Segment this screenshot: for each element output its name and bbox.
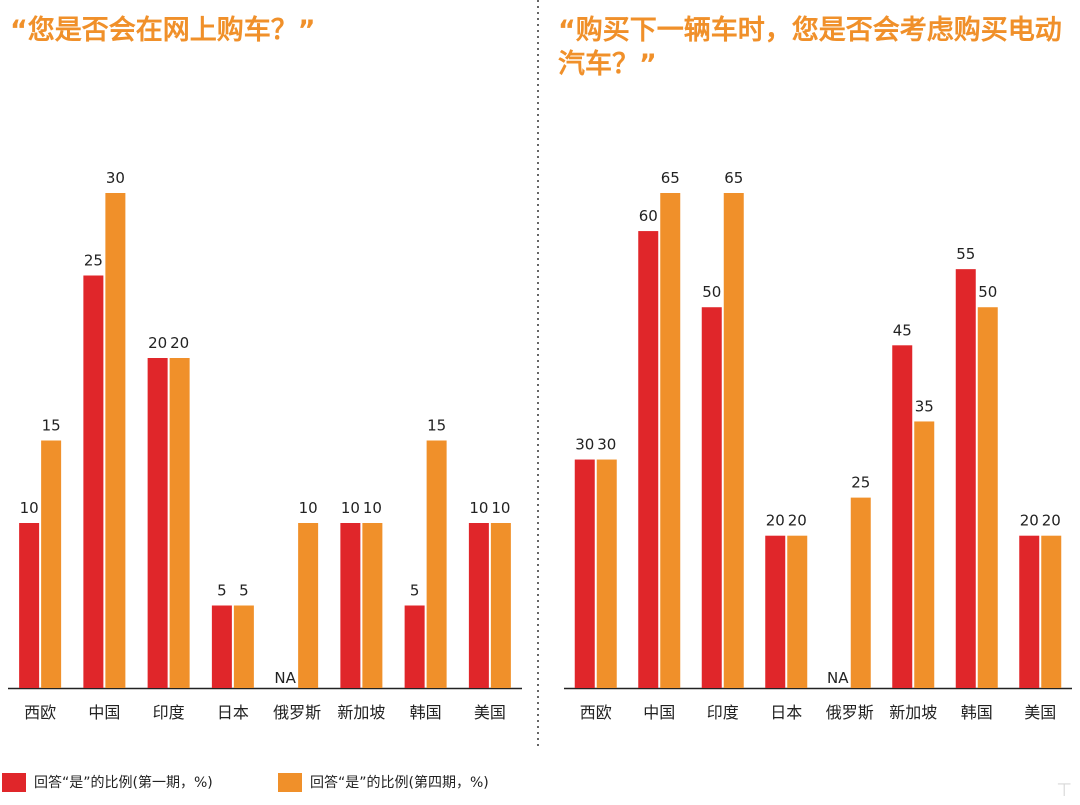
right-bar-series1 — [574, 459, 595, 688]
right-category-label: 印度 — [707, 703, 739, 722]
right-bar-series1 — [892, 345, 913, 688]
right-bar-series1 — [765, 535, 786, 688]
left-bar-series1 — [147, 358, 168, 688]
left-data-label: 20 — [148, 334, 167, 352]
right-data-label: 50 — [702, 283, 721, 301]
right-bar-series2 — [787, 535, 808, 688]
left-bar-series1 — [340, 523, 361, 688]
right-data-label: 20 — [788, 512, 807, 530]
right-bar-series2 — [596, 459, 617, 688]
left-bar-series2 — [169, 358, 190, 688]
left-bar-series1 — [19, 523, 40, 688]
left-data-label: 15 — [42, 417, 61, 435]
right-data-label: 20 — [1042, 512, 1061, 530]
watermark-icon: ⊤ — [1056, 780, 1072, 801]
right-bar-series2 — [1041, 535, 1062, 688]
right-category-label: 韩国 — [961, 703, 993, 722]
legend: 回答“是”的比例(第一期，%) 回答“是”的比例(第四期，%) — [0, 772, 1080, 800]
left-data-label: 10 — [299, 499, 318, 517]
left-bar-series2 — [298, 523, 319, 688]
left-category-label: 俄罗斯 — [273, 703, 321, 722]
left-bar-series2 — [105, 193, 126, 688]
right-data-label: 20 — [1020, 512, 1039, 530]
right-data-label: 25 — [851, 474, 870, 492]
left-data-label: 5 — [217, 582, 227, 600]
right-bar-series1 — [955, 269, 976, 688]
right-data-label: 35 — [915, 397, 934, 415]
left-data-label: 20 — [170, 334, 189, 352]
right-bar-series1 — [638, 231, 659, 689]
right-data-label: 45 — [893, 321, 912, 339]
right-data-label: 50 — [978, 283, 997, 301]
left-data-label: 10 — [341, 499, 360, 517]
right-category-label: 中国 — [643, 703, 675, 722]
left-na-label: NA — [274, 669, 296, 687]
right-data-label: 65 — [724, 169, 743, 187]
right-na-label: NA — [827, 669, 849, 687]
left-category-label: 西欧 — [24, 703, 56, 722]
right-bar-series2 — [850, 497, 871, 688]
right-category-label: 西欧 — [580, 703, 612, 722]
left-category-label: 中国 — [88, 703, 120, 722]
right-data-label: 30 — [597, 436, 616, 454]
right-bar-series2 — [914, 421, 935, 688]
left-bar-series2 — [41, 440, 62, 688]
right-category-label: 美国 — [1024, 703, 1056, 722]
left-data-label: 5 — [239, 582, 249, 600]
left-bar-series1 — [83, 275, 104, 688]
left-data-label: 15 — [427, 417, 446, 435]
left-data-label: 10 — [491, 499, 510, 517]
left-data-label: 25 — [84, 252, 103, 270]
left-data-label: 5 — [410, 582, 420, 600]
right-category-label: 日本 — [770, 703, 802, 722]
left-bar-series1 — [468, 523, 489, 688]
right-data-label: 65 — [661, 169, 680, 187]
legend-label-series1: 回答“是”的比例(第一期，%) — [34, 775, 213, 791]
left-data-label: 30 — [106, 169, 125, 187]
right-data-label: 20 — [766, 512, 785, 530]
left-bar-series2 — [362, 523, 383, 688]
right-category-label: 俄罗斯 — [826, 703, 874, 722]
legend-label-series2: 回答“是”的比例(第四期，%) — [310, 775, 489, 791]
right-bar-series2 — [977, 307, 998, 688]
legend-item-series1: 回答“是”的比例(第一期，%) — [2, 772, 213, 792]
left-bar-series2 — [233, 605, 254, 688]
right-chart-title: “购买下一辆车时，您是否会考虑购买电动汽车？” — [558, 15, 1062, 80]
left-bar-series1 — [404, 605, 425, 688]
left-category-label: 美国 — [474, 703, 506, 722]
left-data-label: 10 — [363, 499, 382, 517]
left-category-label: 印度 — [153, 703, 185, 722]
left-category-label: 韩国 — [410, 703, 442, 722]
right-data-label: 60 — [639, 207, 658, 225]
right-bar-series2 — [723, 193, 744, 688]
legend-swatch-series2 — [278, 772, 302, 792]
left-data-label: 10 — [20, 499, 39, 517]
left-chart-title: “您是否会在网上购车？” — [10, 15, 316, 46]
legend-item-series2: 回答“是”的比例(第四期，%) — [278, 772, 489, 792]
left-bar-series1 — [211, 605, 232, 688]
right-category-label: 新加坡 — [889, 703, 937, 722]
left-category-label: 日本 — [217, 703, 249, 722]
left-bar-series2 — [490, 523, 511, 688]
right-bar-series1 — [1019, 535, 1040, 688]
left-bar-series2 — [426, 440, 447, 688]
right-data-label: 55 — [956, 245, 975, 263]
legend-swatch-series1 — [2, 772, 26, 792]
left-data-label: 10 — [469, 499, 488, 517]
right-bar-series2 — [660, 193, 681, 688]
right-data-label: 30 — [575, 436, 594, 454]
right-bar-series1 — [701, 307, 722, 688]
left-category-label: 新加坡 — [337, 703, 385, 722]
